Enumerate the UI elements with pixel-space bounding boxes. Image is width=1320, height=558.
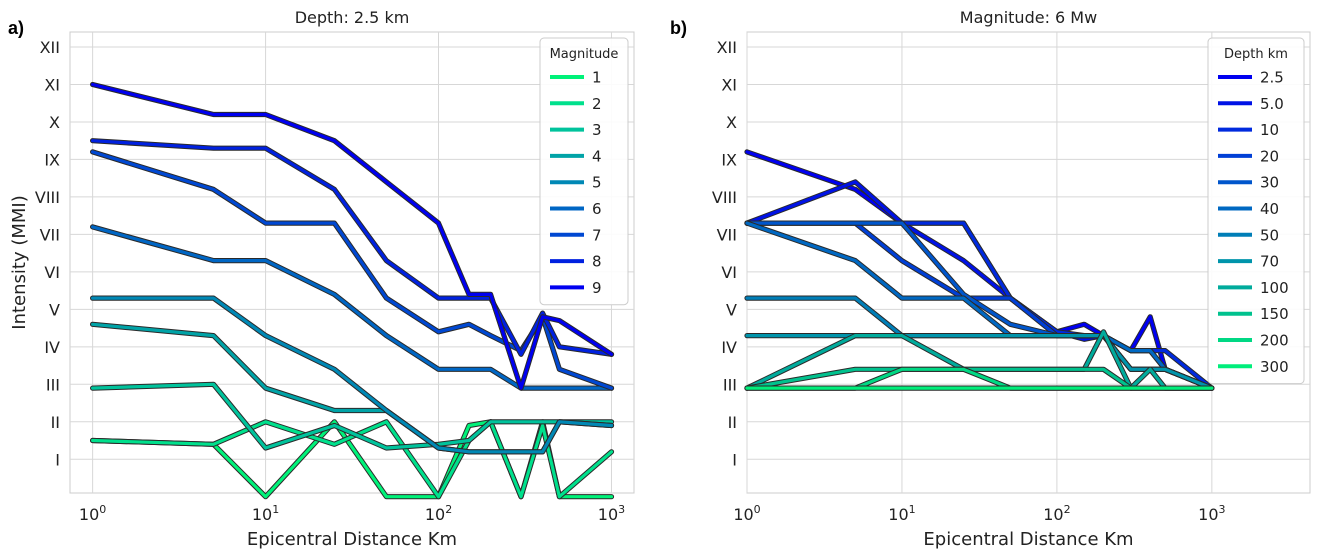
legend-label: 50 [1260, 226, 1279, 244]
y-tick-label: XI [44, 75, 60, 94]
x-tick-exponent: 0 [99, 503, 106, 516]
x-tick-exponent: 2 [445, 503, 452, 516]
y-tick-label: I [732, 450, 737, 469]
series-line [90, 225, 614, 390]
y-tick-label: XII [40, 38, 60, 57]
legend-frame [1207, 37, 1305, 385]
panel-label: a) [8, 18, 24, 38]
legend: Magnitude 1 2 3 4 5 6 7 8 9 [539, 37, 629, 306]
y-tick-label: V [726, 300, 737, 319]
legend-label: 100 [1260, 279, 1289, 297]
y-tick-label: IX [721, 150, 737, 169]
legend-label: 9 [592, 279, 602, 297]
x-tick-base: 10 [252, 505, 272, 524]
x-axis-label: Epicentral Distance Km [247, 529, 457, 550]
legend-label: 1 [592, 69, 602, 87]
x-tick-exponent: 2 [1064, 503, 1071, 516]
x-tick-label: 100 [733, 503, 760, 524]
x-tick-exponent: 0 [754, 503, 761, 516]
x-tick-base: 10 [425, 505, 445, 524]
y-tick-label: II [51, 413, 60, 432]
y-tick-label: I [55, 450, 60, 469]
y-tick-label: VII [717, 225, 737, 244]
x-tick-base: 10 [1043, 505, 1063, 524]
y-tick-label: VII [40, 225, 60, 244]
y-tick-label: IV [721, 338, 737, 357]
y-tick-label: XI [721, 75, 737, 94]
legend-label: 70 [1260, 253, 1279, 271]
legend-label: 4 [592, 147, 602, 165]
x-tick-label: 103 [598, 503, 625, 524]
x-tick-base: 10 [598, 505, 618, 524]
legend-title: Magnitude [550, 47, 619, 62]
x-tick-exponent: 1 [272, 503, 279, 516]
x-tick-exponent: 1 [909, 503, 916, 516]
legend-label: 20 [1260, 147, 1279, 165]
legend-label: 5 [592, 174, 602, 192]
chart-title: Depth: 2.5 km [295, 8, 410, 27]
legend-label: 10 [1260, 121, 1279, 139]
panel-label: b) [670, 18, 687, 38]
legend-title: Depth km [1224, 47, 1288, 62]
y-tick-label: VIII [712, 188, 737, 207]
y-tick-label: III [46, 375, 60, 394]
series-line [90, 420, 614, 499]
legend-label: 6 [592, 200, 602, 218]
legend-label: 3 [592, 121, 602, 139]
x-tick-label: 100 [79, 503, 106, 524]
chart-title: Magnitude: 6 Mw [960, 8, 1097, 27]
y-tick-label: VIII [35, 188, 60, 207]
y-tick-label: VI [721, 263, 737, 282]
series-line [90, 82, 614, 390]
x-tick-base: 10 [1198, 505, 1218, 524]
x-axis-label: Epicentral Distance Km [923, 529, 1133, 550]
y-tick-label: IX [44, 150, 60, 169]
legend-label: 30 [1260, 174, 1279, 192]
legend-label: 2.5 [1260, 69, 1284, 87]
legend-label: 150 [1260, 305, 1289, 323]
y-tick-label: IV [44, 338, 60, 357]
y-axis-label: Intensity (MMI) [9, 195, 30, 329]
x-tick-label: 102 [1043, 503, 1070, 524]
legend-label: 2 [592, 95, 602, 113]
legend-label: 5.0 [1260, 95, 1284, 113]
y-tick-label: X [49, 113, 60, 132]
x-tick-label: 102 [425, 503, 452, 524]
legend-label: 40 [1260, 200, 1279, 218]
legend: Depth km 2.5 5.0 10 20 30 40 50 70 100 150 200 300 [1207, 37, 1305, 385]
y-tick-label: V [49, 300, 60, 319]
x-tick-exponent: 3 [1219, 503, 1226, 516]
legend-label: 200 [1260, 332, 1289, 350]
x-tick-label: 103 [1198, 503, 1225, 524]
legend-label: 8 [592, 253, 602, 271]
x-tick-base: 10 [733, 505, 753, 524]
y-tick-label: II [728, 413, 737, 432]
legend-label: 7 [592, 226, 602, 244]
y-tick-label: VI [44, 263, 60, 282]
series-line [90, 150, 614, 390]
x-tick-label: 101 [888, 503, 915, 524]
x-tick-exponent: 3 [618, 503, 625, 516]
legend-label: 300 [1260, 358, 1289, 376]
series-line [90, 382, 614, 450]
series-line [90, 296, 614, 454]
x-tick-base: 10 [888, 505, 908, 524]
x-tick-label: 101 [252, 503, 279, 524]
y-tick-label: XII [717, 38, 737, 57]
y-tick-label: III [723, 375, 737, 394]
y-tick-label: X [726, 113, 737, 132]
x-tick-base: 10 [79, 505, 99, 524]
